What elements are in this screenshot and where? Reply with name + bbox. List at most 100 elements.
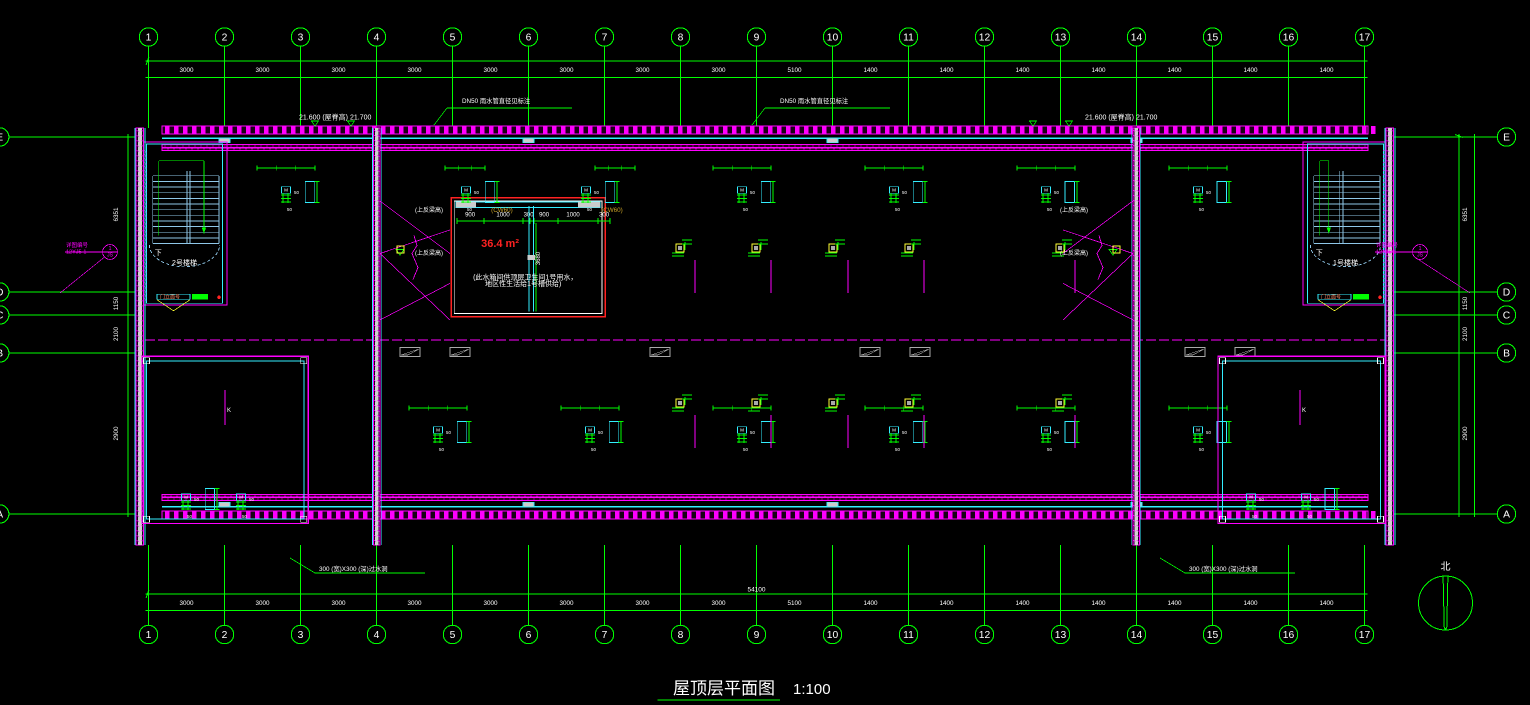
svg-text:1: 1 — [146, 32, 152, 43]
svg-text:50: 50 — [287, 207, 292, 212]
svg-text:5100: 5100 — [787, 600, 802, 607]
svg-text:M: M — [1044, 188, 1048, 193]
svg-text:M: M — [1196, 188, 1200, 193]
svg-text:M: M — [1196, 428, 1200, 433]
svg-text:50: 50 — [194, 497, 199, 502]
svg-text:7: 7 — [602, 32, 608, 43]
svg-text:50: 50 — [750, 430, 755, 435]
svg-text:1400: 1400 — [1091, 600, 1106, 607]
svg-text:1400: 1400 — [939, 67, 954, 74]
svg-text:1400: 1400 — [1167, 600, 1182, 607]
svg-text:5100: 5100 — [787, 67, 802, 74]
svg-text:3000: 3000 — [483, 67, 498, 74]
svg-text:3: 3 — [298, 630, 304, 641]
svg-text:3000: 3000 — [559, 67, 574, 74]
svg-text:3000: 3000 — [635, 600, 650, 607]
svg-text:门立面号: 门立面号 — [160, 293, 180, 300]
svg-text:50: 50 — [587, 207, 592, 212]
svg-text:2: 2 — [222, 630, 228, 641]
svg-text:3680: 3680 — [536, 251, 542, 265]
svg-text:2号楼梯: 2号楼梯 — [172, 258, 197, 267]
svg-text:(上反梁高): (上反梁高) — [1060, 249, 1088, 257]
svg-text:50: 50 — [1307, 514, 1312, 519]
svg-text:50: 50 — [1206, 430, 1211, 435]
svg-text:1400: 1400 — [1015, 600, 1030, 607]
svg-text:DN50 雨水管直径见标注: DN50 雨水管直径见标注 — [780, 96, 849, 105]
svg-text:15: 15 — [1207, 32, 1219, 43]
svg-text:14: 14 — [1131, 630, 1143, 641]
svg-text:1000: 1000 — [496, 212, 510, 218]
svg-text:50: 50 — [895, 207, 900, 212]
svg-text:1400: 1400 — [1243, 600, 1258, 607]
svg-text:JS: JS — [107, 253, 114, 259]
svg-text:1: 1 — [146, 630, 152, 641]
svg-text:3: 3 — [298, 32, 304, 43]
svg-text:2100: 2100 — [113, 327, 120, 342]
svg-text:3000: 3000 — [407, 67, 422, 74]
svg-text:3000: 3000 — [559, 600, 574, 607]
svg-text:1400: 1400 — [1015, 67, 1030, 74]
svg-text:1150: 1150 — [113, 296, 120, 310]
svg-text:300 (宽)X300 (深)过水洞: 300 (宽)X300 (深)过水洞 — [1189, 564, 1258, 573]
svg-text:门立面号: 门立面号 — [1321, 293, 1341, 300]
svg-text:900: 900 — [539, 212, 550, 218]
svg-text:50: 50 — [467, 207, 472, 212]
svg-text:300 (宽)X300 (深)过水洞: 300 (宽)X300 (深)过水洞 — [319, 564, 388, 573]
svg-text:50: 50 — [902, 190, 907, 195]
svg-text:1号楼梯: 1号楼梯 — [1333, 258, 1358, 267]
svg-text:11: 11 — [903, 630, 914, 641]
svg-text:2: 2 — [222, 32, 228, 43]
svg-text:(上反梁高): (上反梁高) — [415, 206, 443, 214]
svg-text:50: 50 — [591, 447, 596, 452]
svg-text:1400: 1400 — [863, 67, 878, 74]
svg-text:50: 50 — [594, 190, 599, 195]
svg-text:M: M — [1044, 428, 1048, 433]
svg-text:50: 50 — [1314, 497, 1319, 502]
svg-text:21.600 (屋脊高) 21.700: 21.600 (屋脊高) 21.700 — [299, 113, 371, 122]
svg-text:8: 8 — [678, 32, 684, 43]
svg-text:2900: 2900 — [113, 426, 120, 441]
svg-text:1400: 1400 — [1319, 67, 1334, 74]
svg-text:4: 4 — [374, 32, 380, 43]
svg-text:M: M — [464, 188, 468, 193]
svg-text:50: 50 — [1259, 497, 1264, 502]
svg-text:E: E — [0, 132, 3, 143]
svg-text:50: 50 — [1206, 190, 1211, 195]
svg-text:DN50 雨水管直径见标注: DN50 雨水管直径见标注 — [462, 96, 531, 105]
svg-text:1400: 1400 — [1319, 600, 1334, 607]
svg-text:E: E — [1503, 132, 1510, 143]
svg-text:50: 50 — [1252, 514, 1257, 519]
svg-text:M: M — [892, 188, 896, 193]
svg-text:1400: 1400 — [1091, 67, 1106, 74]
svg-text:17: 17 — [1359, 32, 1371, 43]
svg-text:14: 14 — [1131, 32, 1143, 43]
svg-text:50: 50 — [249, 497, 254, 502]
svg-text:50: 50 — [895, 447, 900, 452]
svg-text:M: M — [284, 188, 288, 193]
svg-text:6: 6 — [526, 32, 532, 43]
svg-text:B: B — [1503, 348, 1510, 359]
svg-text:10: 10 — [827, 32, 839, 43]
svg-text:北: 北 — [1441, 561, 1451, 573]
svg-text:9: 9 — [754, 32, 760, 43]
svg-text:(上反梁高): (上反梁高) — [415, 249, 443, 257]
svg-text:12: 12 — [979, 32, 991, 43]
svg-text:3000: 3000 — [483, 600, 498, 607]
svg-text:C: C — [0, 310, 4, 321]
svg-text:5: 5 — [450, 630, 456, 641]
svg-text:(此水箱间供顶层卫生间1号用水，: (此水箱间供顶层卫生间1号用水， — [473, 272, 577, 281]
svg-text:M: M — [1249, 495, 1253, 500]
svg-text:50: 50 — [294, 190, 299, 195]
svg-text:M: M — [184, 495, 188, 500]
svg-text:详图编号: 详图编号 — [1376, 241, 1399, 249]
svg-text:300: 300 — [599, 212, 610, 218]
svg-text:3000: 3000 — [331, 67, 346, 74]
svg-text:50: 50 — [598, 430, 603, 435]
svg-text:50: 50 — [446, 430, 451, 435]
svg-text:1400: 1400 — [939, 600, 954, 607]
svg-text:K: K — [227, 408, 231, 414]
svg-text:6351: 6351 — [1462, 207, 1469, 222]
svg-text:M: M — [740, 428, 744, 433]
svg-text:D: D — [0, 287, 3, 298]
svg-text:下: 下 — [1316, 249, 1323, 257]
